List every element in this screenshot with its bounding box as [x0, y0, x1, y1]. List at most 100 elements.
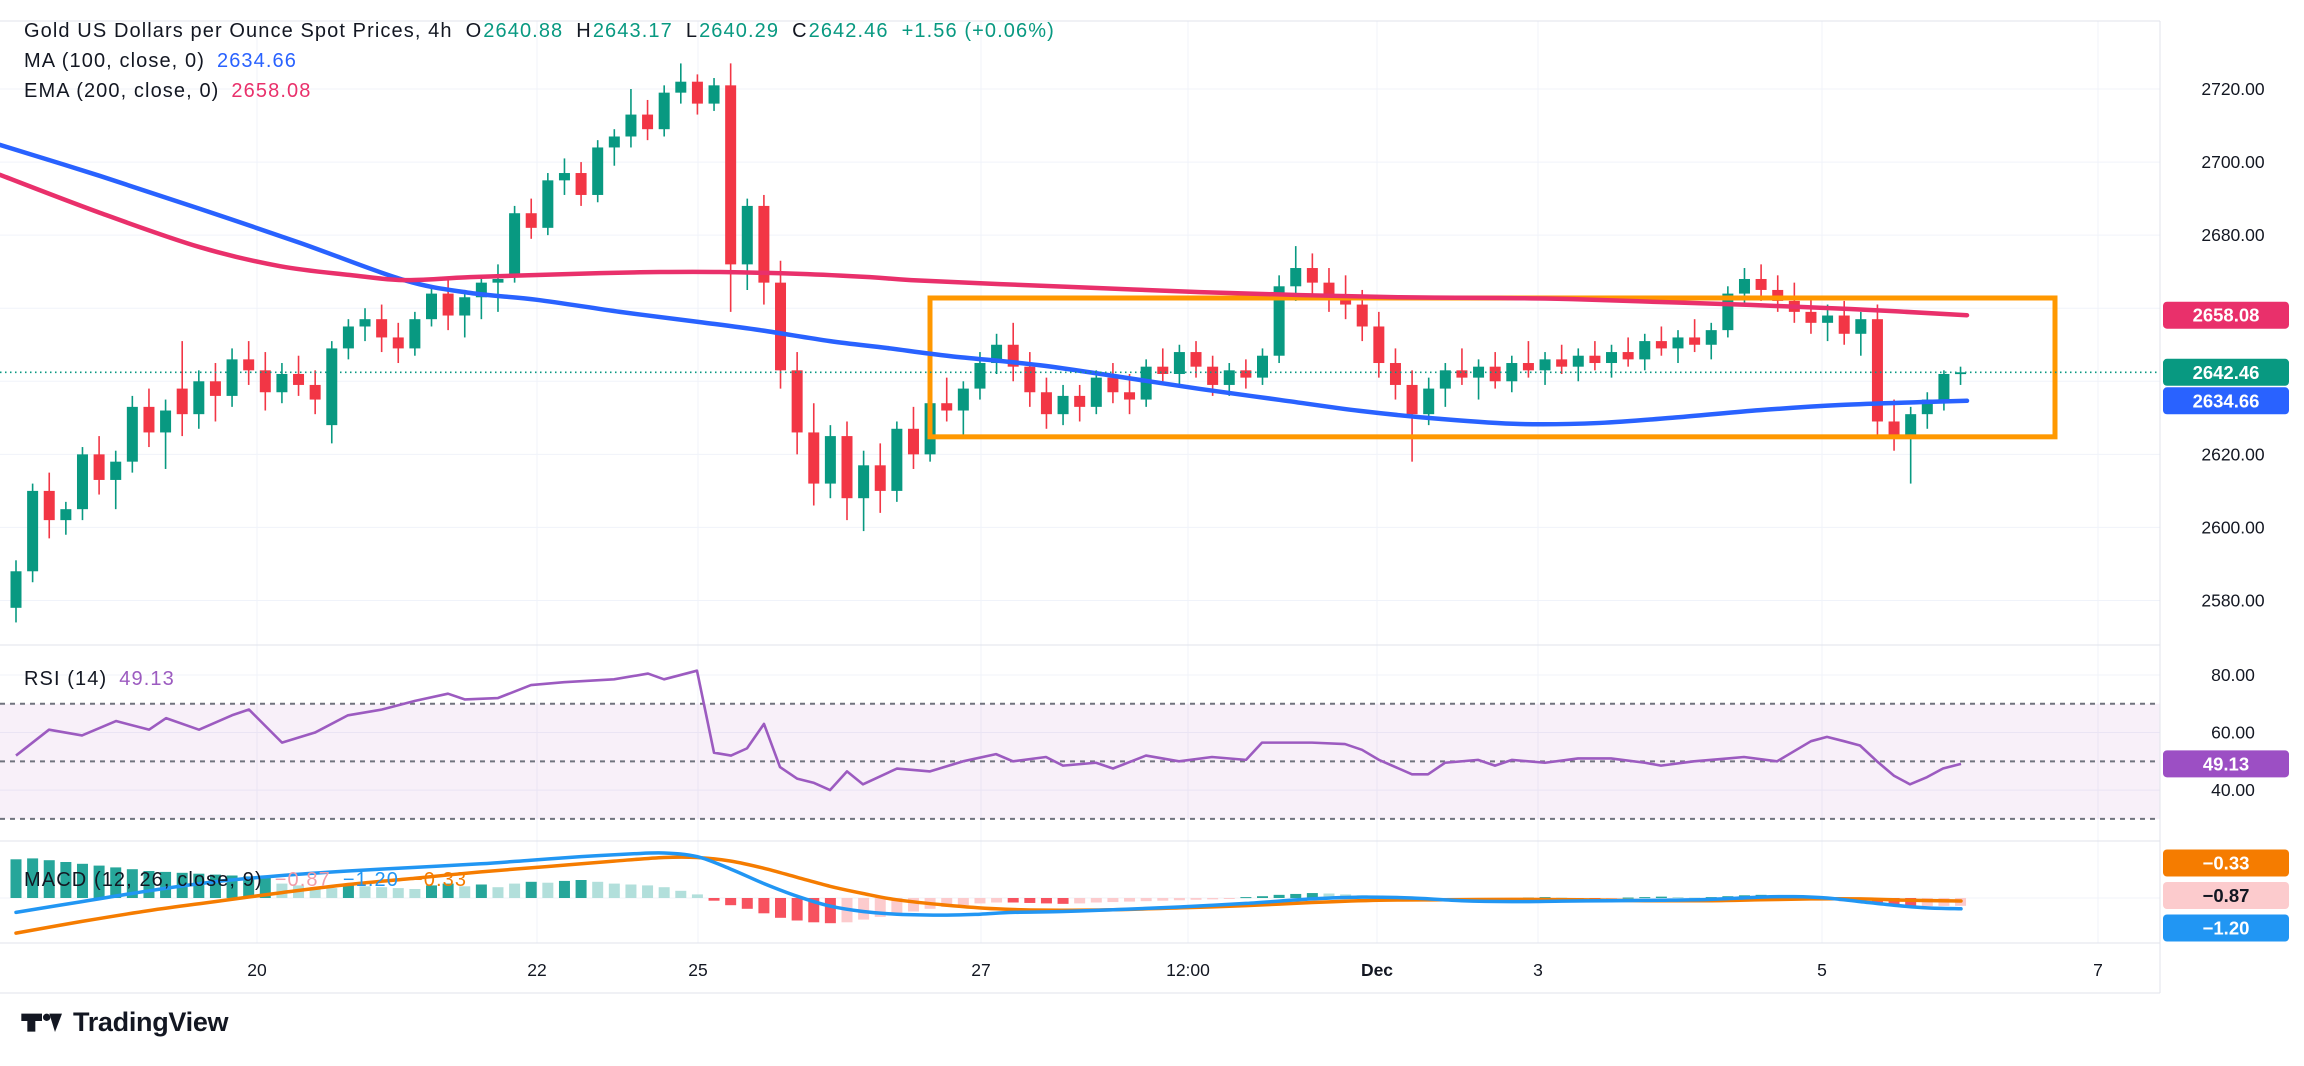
price-axis[interactable]: 2720.00 2700.00 2680.00 2620.00 2600.00 2580.…: [2159, 0, 2304, 1066]
candle: [658, 92, 670, 130]
candle: [1755, 278, 1767, 290]
candle: [509, 213, 521, 276]
macd-badge: −1.20: [2163, 914, 2289, 942]
svg-text:5: 5: [1817, 960, 1827, 980]
ma-label: MA (100, close, 0): [24, 50, 205, 72]
macd-badge: −0.87: [2163, 882, 2289, 909]
candle: [642, 114, 654, 130]
rsi-legend-row[interactable]: RSI (14) 49.13: [24, 668, 175, 691]
ma-legend-row[interactable]: MA (100, close, 0) 2634.66: [24, 50, 1055, 73]
macd-badge: −0.33: [2163, 849, 2289, 877]
candle: [93, 454, 105, 480]
close-value: 2642.46: [808, 20, 889, 42]
candle: [791, 370, 803, 433]
candle: [874, 465, 886, 491]
candle: [1905, 414, 1917, 437]
candle: [1406, 384, 1418, 415]
price-badge: 2634.66: [2163, 387, 2289, 415]
open-value: 2640.88: [483, 20, 564, 42]
high-label: H: [576, 20, 592, 42]
candle: [1639, 341, 1651, 360]
candle: [1522, 363, 1534, 371]
pane-separators: [0, 20, 2304, 994]
candle: [309, 384, 321, 400]
candle: [459, 297, 471, 316]
svg-text:2700.00: 2700.00: [2201, 152, 2265, 172]
svg-text:2620.00: 2620.00: [2201, 444, 2265, 464]
candle: [1107, 377, 1119, 393]
candle: [525, 213, 537, 228]
candle: [160, 410, 172, 433]
macd-legend-row[interactable]: MACD (12, 26, close, 9) −0.87 −1.20 −0.33: [24, 869, 467, 892]
candle: [1722, 293, 1734, 331]
candle: [243, 359, 255, 371]
candle: [758, 205, 770, 283]
candle: [475, 282, 487, 298]
candle: [1306, 268, 1318, 283]
symbol-legend-row[interactable]: Gold US Dollars per Ounce Spot Prices, 4…: [24, 20, 1055, 43]
candle: [226, 359, 238, 396]
price-badge: 2658.08: [2163, 301, 2289, 329]
close-label: C: [792, 20, 808, 42]
low-value: 2640.29: [699, 20, 780, 42]
candle: [1473, 366, 1485, 378]
candle: [1888, 421, 1900, 437]
candle: [1838, 315, 1850, 334]
candle: [1373, 326, 1385, 364]
macd-label: MACD (12, 26, close, 9): [24, 869, 263, 891]
high-value: 2643.17: [592, 20, 673, 42]
svg-text:2580.00: 2580.00: [2201, 591, 2265, 611]
candle: [1655, 341, 1667, 349]
candle: [708, 85, 720, 104]
candle: [691, 81, 703, 104]
time-axis[interactable]: 20 22 25 27 12:00 Dec 3 5 7: [247, 960, 2103, 980]
candle: [376, 319, 388, 338]
rsi-line: [15, 669, 1962, 792]
tradingview-logo-text: TradingView: [73, 1007, 229, 1037]
tradingview-watermark[interactable]: TradingView: [20, 1007, 229, 1038]
candle: [974, 363, 986, 389]
candle: [907, 428, 919, 455]
candle: [558, 173, 570, 181]
candle: [359, 319, 371, 327]
candle: [1057, 395, 1069, 415]
close-group: C2642.46: [792, 20, 889, 42]
candle: [608, 136, 620, 148]
ma-value: 2634.66: [216, 50, 297, 72]
candle: [76, 454, 88, 510]
candle: [1489, 366, 1501, 382]
candle: [60, 509, 72, 521]
candle: [276, 373, 288, 393]
candle: [1955, 372, 1967, 375]
svg-text:22: 22: [527, 960, 546, 980]
candle: [1340, 297, 1352, 305]
candle: [409, 319, 421, 349]
macd-signal-value: −0.33: [410, 869, 468, 891]
rsi-label: RSI (14): [24, 668, 108, 690]
candle: [27, 490, 39, 572]
candle: [1871, 319, 1883, 422]
candle: [326, 348, 338, 426]
candle: [1389, 363, 1401, 385]
symbol-title: Gold US Dollars per Ounce Spot Prices, 4…: [24, 20, 453, 42]
candle: [1556, 359, 1568, 367]
candle: [1423, 388, 1435, 415]
candle: [775, 282, 787, 371]
candle: [575, 173, 587, 195]
candle: [126, 406, 138, 462]
ema200-line: [0, 172, 1970, 318]
candle: [1738, 278, 1750, 294]
candle: [891, 428, 903, 491]
svg-text:25: 25: [688, 960, 707, 980]
svg-text:3: 3: [1533, 960, 1543, 980]
change-value: +1.56 (+0.06%): [901, 20, 1055, 42]
candle: [1040, 392, 1052, 415]
ema-legend-row[interactable]: EMA (200, close, 0) 2658.08: [24, 80, 1055, 103]
candle: [426, 293, 437, 320]
candle: [592, 147, 604, 195]
candle: [1190, 352, 1202, 367]
svg-text:−0.87: −0.87: [2203, 885, 2250, 906]
ema-label: EMA (200, close, 0): [24, 80, 220, 102]
